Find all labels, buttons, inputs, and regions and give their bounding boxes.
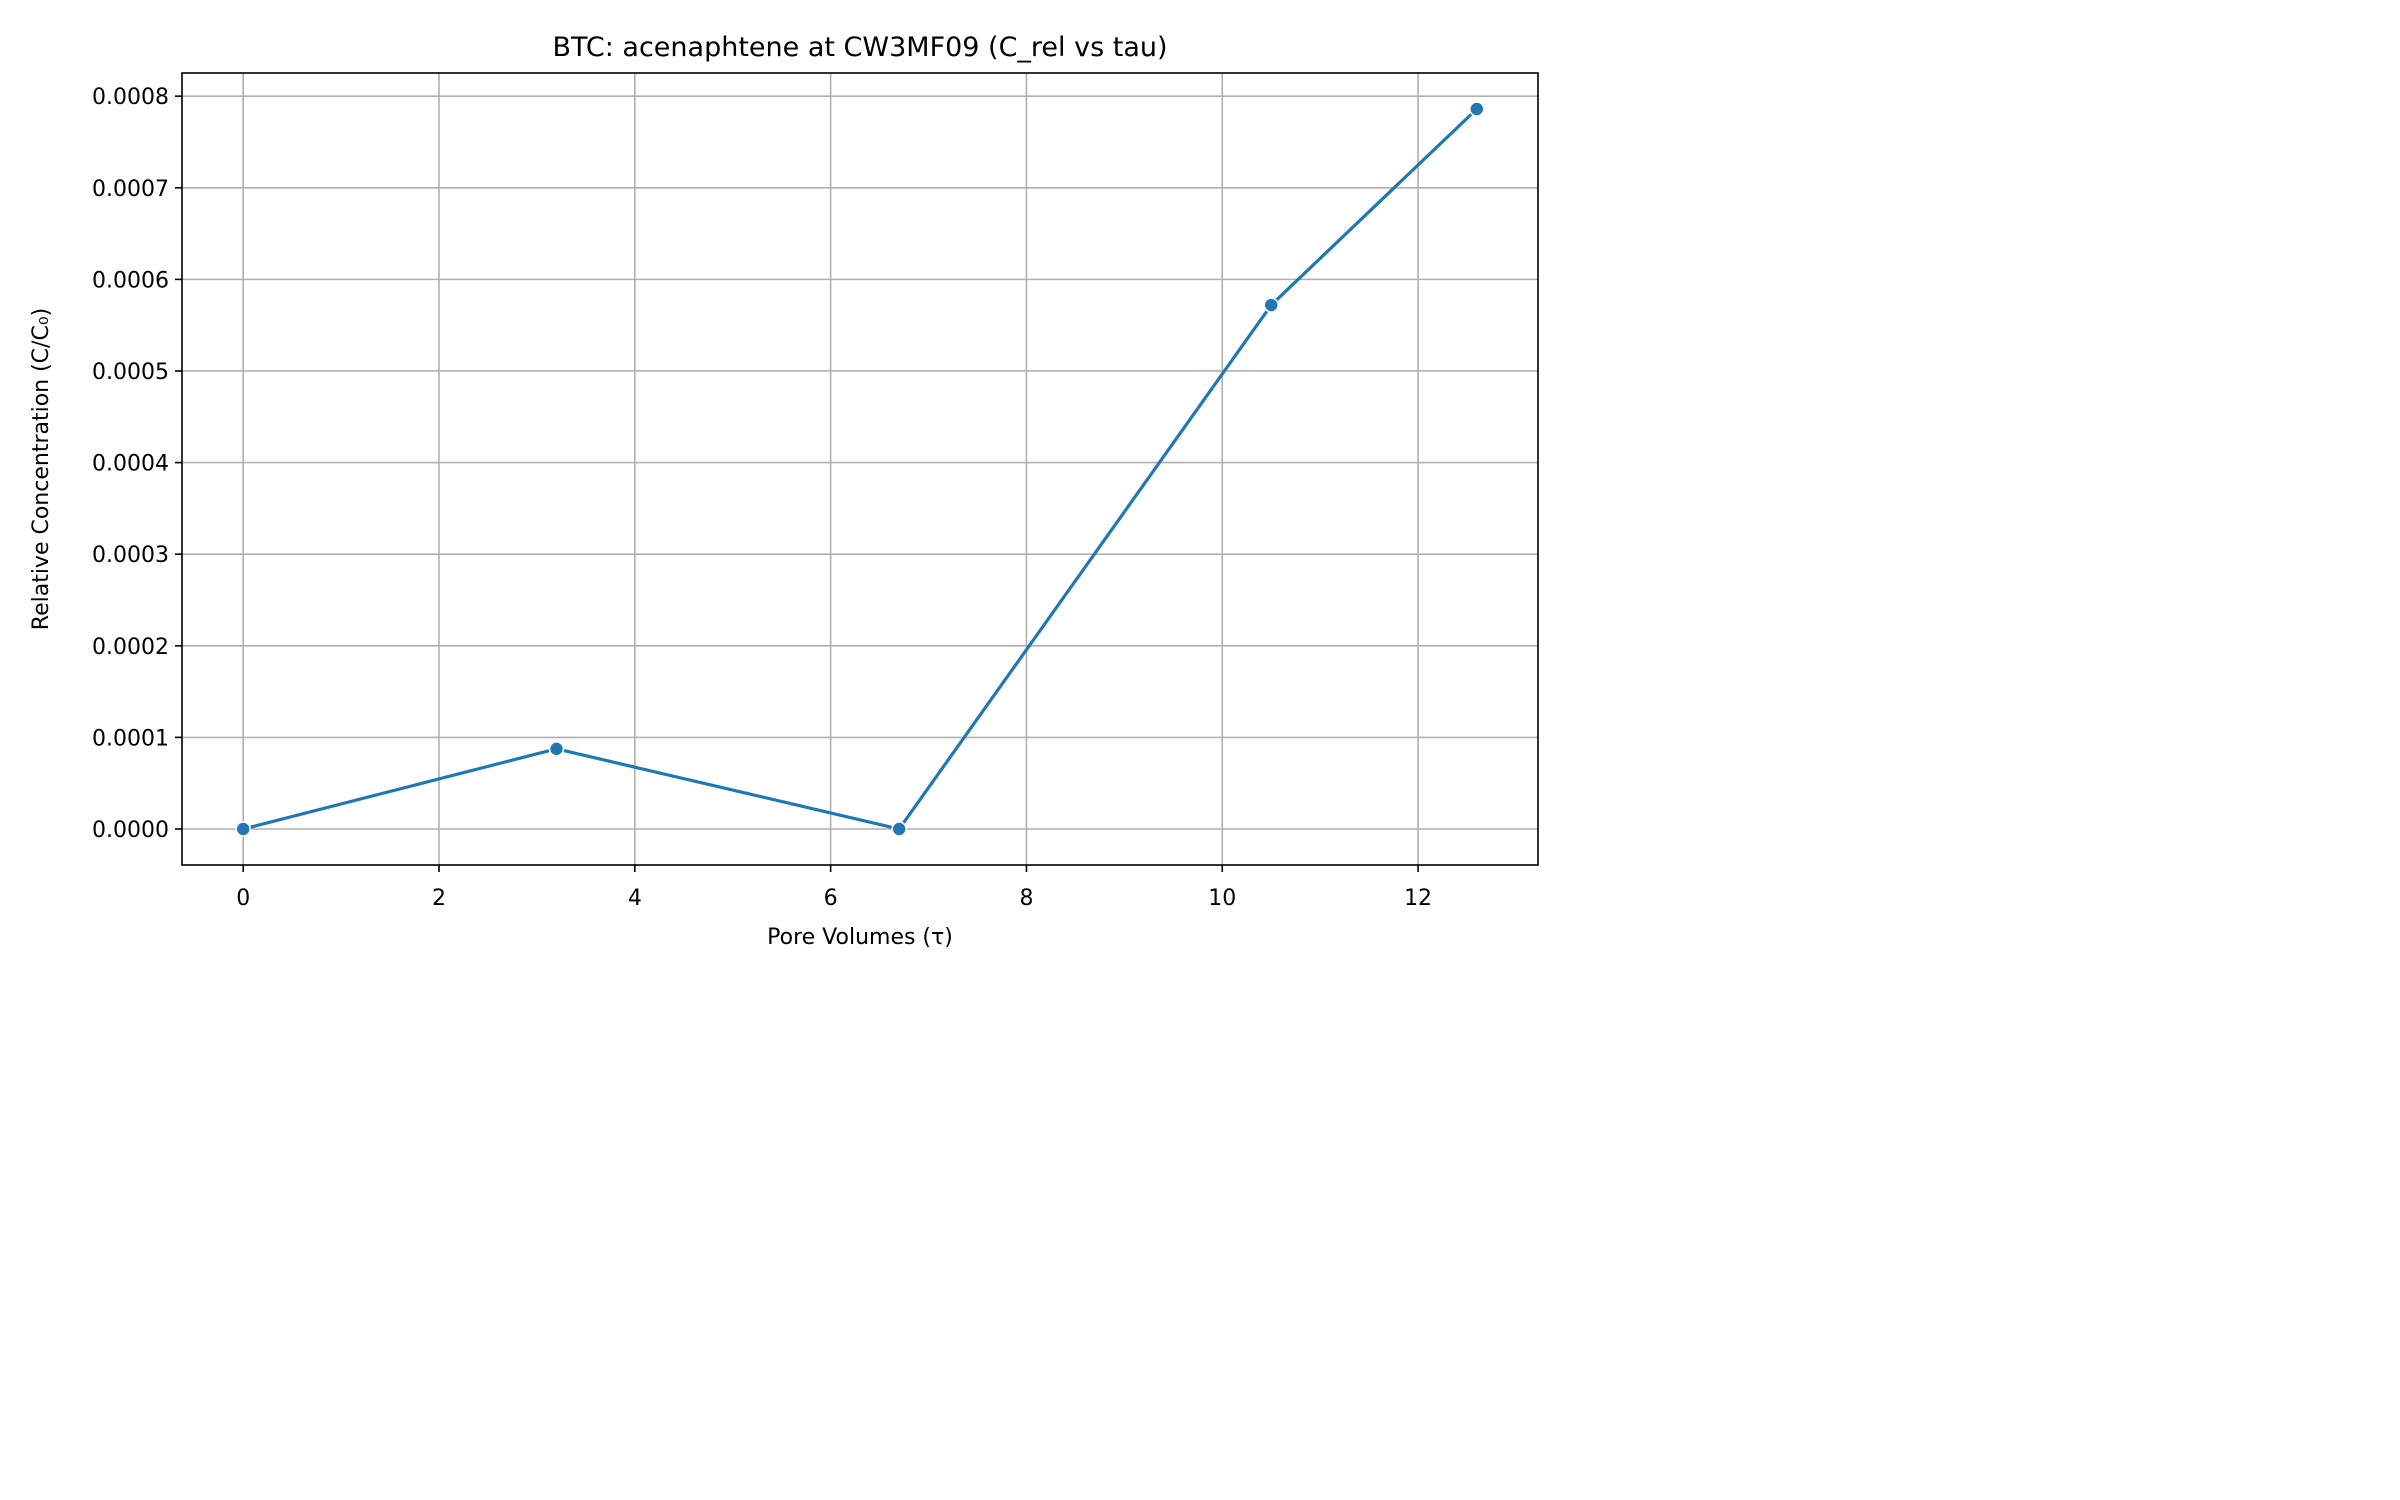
y-tick-label: 0.0005 (92, 360, 169, 385)
x-tick-label: 12 (1404, 886, 1432, 911)
x-tick-label: 2 (432, 886, 446, 911)
plot-frame (181, 72, 1539, 866)
y-tick-label: 0.0006 (92, 268, 169, 293)
line-chart: 0 2 4 6 8 10 12 0.0000 0.0001 0.0002 0.0003 0.0004 0… (0, 0, 1568, 980)
y-tick-label: 0.0002 (92, 635, 169, 660)
x-tick-label: 0 (236, 886, 250, 911)
chart-background (0, 0, 1568, 980)
x-axis-label: Pore Volumes (τ) (767, 925, 953, 950)
y-tick-label: 0.0003 (92, 543, 169, 568)
y-tick-label: 0.0007 (92, 177, 169, 202)
data-point (1263, 297, 1280, 313)
x-tick-label: 4 (628, 886, 642, 911)
data-point (891, 821, 907, 837)
y-tick-label: 0.0000 (92, 818, 169, 843)
y-tick-label: 0.0008 (92, 85, 169, 110)
ticks: 0 2 4 6 8 10 12 0.0000 0.0001 0.0002 0.0003 0.0004 0… (92, 85, 1432, 911)
data-point (235, 821, 251, 837)
data-point (1469, 101, 1485, 117)
data-point (548, 741, 565, 757)
x-tick-label: 6 (824, 886, 838, 911)
chart-container: 0 2 4 6 8 10 12 0.0000 0.0001 0.0002 0.0003 0.0004 0… (0, 0, 1568, 980)
x-tick-label: 10 (1208, 886, 1236, 911)
y-axis-label: Relative Concentration (C/C₀) (29, 308, 54, 630)
x-tick-label: 8 (1019, 886, 1033, 911)
grid (182, 73, 1538, 865)
y-tick-label: 0.0001 (92, 726, 169, 751)
chart-title: BTC: acenaphtene at CW3MF09 (C_rel vs ta… (552, 32, 1167, 63)
series-layer (235, 101, 1485, 837)
y-tick-label: 0.0004 (92, 452, 169, 477)
